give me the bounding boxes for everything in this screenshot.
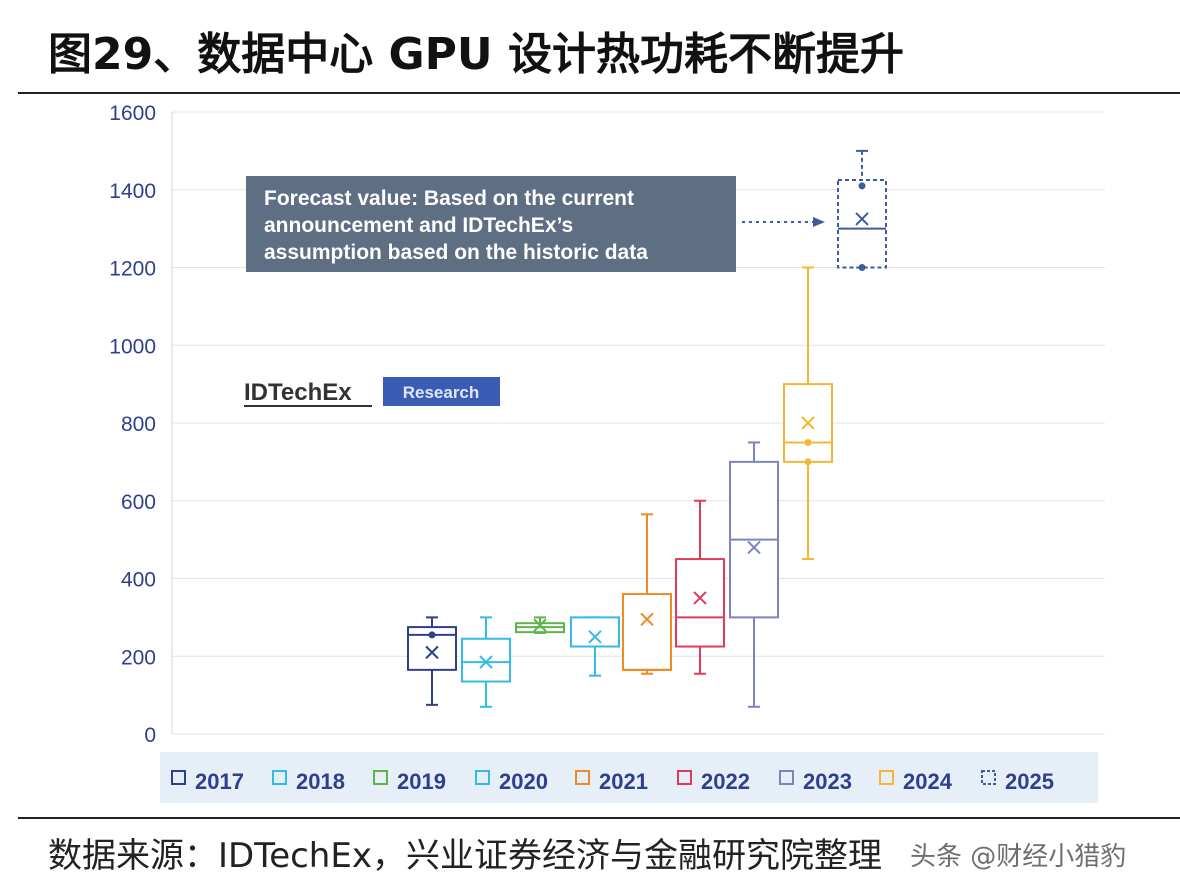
legend-item-2024: 2024 [879,769,953,794]
y-axis-ticks: 0 200 400 600 800 1000 1200 1400 1600 [109,102,156,747]
y-tick-label: 200 [121,646,156,669]
box-2023 [729,441,779,708]
y-tick-label: 1200 [109,258,156,281]
box-2025 [837,149,887,271]
forecast-note-box [246,176,736,272]
box-2022 [675,499,725,675]
legend-label: 2019 [397,769,446,794]
legend-label: 2023 [803,769,852,794]
mean-marker [425,645,439,660]
mean-marker [479,655,493,669]
page-title: 图29、数据中心 GPU 设计热功耗不断提升 [48,29,904,80]
y-tick-label: 1600 [109,102,156,125]
legend-item-2020: 2020 [475,769,548,794]
mean-marker [588,630,602,644]
box-iqr [622,593,672,671]
forecast-annotation: Forecast value: Based on the current ann… [246,176,825,272]
watermark: 头条 @财经小猎豹 [910,842,1127,872]
box-2018 [461,616,511,708]
legend-label: 2022 [701,769,750,794]
data-point [858,182,866,190]
box-2017 [407,616,457,706]
forecast-note-line-1: Forecast value: Based on the current [264,187,634,210]
legend-swatch [171,770,186,785]
legend-label: 2020 [499,769,548,794]
data-point [804,458,812,466]
idtechex-logo: IDTechEx Research [244,377,500,407]
y-tick-label: 800 [121,413,156,436]
box-iqr [837,179,887,269]
legend-swatch [879,770,894,785]
data-point [858,264,866,271]
mean-marker [693,591,707,605]
logo-brand: IDTechEx [244,379,352,406]
legend-swatch [475,770,490,785]
legend-label: 2018 [296,769,345,794]
logo-tag-box [383,377,500,406]
legend-item-2021: 2021 [575,769,648,794]
box-plot-chart: 0 200 400 600 800 1000 1200 1400 1600 Forecast v… [109,102,1105,803]
mean-marker [747,540,761,555]
legend-label: 2024 [903,769,953,794]
box-2024 [783,266,833,561]
legend-label: 2021 [599,769,648,794]
chart-legend: 2017 2018 2019 2020 2021 2022 2023 2024 2025 [171,769,1054,794]
legend-item-2022: 2022 [677,769,750,794]
legend-swatch [677,770,692,785]
mean-marker [533,618,547,632]
mean-marker [640,612,654,627]
logo-tag: Research [403,383,480,402]
y-tick-label: 400 [121,569,156,592]
legend-swatch [779,770,794,785]
data-point [804,438,812,446]
legend-swatch [272,770,287,785]
source-divider [18,817,1180,819]
legend-item-2018: 2018 [272,769,345,794]
legend-item-2023: 2023 [779,769,852,794]
legend-item-2017: 2017 [171,769,244,794]
forecast-note-line-2: announcement and IDTechEx’s [264,214,573,237]
y-tick-label: 600 [121,491,156,514]
box-iqr [675,558,725,648]
mean-marker [855,212,869,226]
source-note: 数据来源：IDTechEx，兴业证券经济与金融研究院整理 [48,836,882,876]
legend-item-2025: 2025 [981,769,1054,794]
forecast-arrow-head [813,217,825,227]
data-point [428,631,436,639]
title-divider [18,92,1180,94]
legend-item-2019: 2019 [373,769,446,794]
legend-label: 2025 [1005,769,1054,794]
mean-marker [801,416,815,430]
legend-swatch [575,770,590,785]
legend-background [160,752,1098,803]
box-series [407,149,887,708]
legend-swatch [373,770,388,785]
box-2021 [622,513,672,675]
box-iqr [570,616,620,648]
y-tick-label: 1400 [109,180,156,203]
y-tick-label: 0 [144,724,156,747]
forecast-note-line-3: assumption based on the historic data [264,241,648,264]
box-iqr [461,637,511,683]
y-tick-label: 1000 [109,335,156,358]
box-2020 [570,616,620,677]
box-2019 [515,616,565,634]
legend-label: 2017 [195,769,244,794]
legend-swatch [981,770,996,785]
